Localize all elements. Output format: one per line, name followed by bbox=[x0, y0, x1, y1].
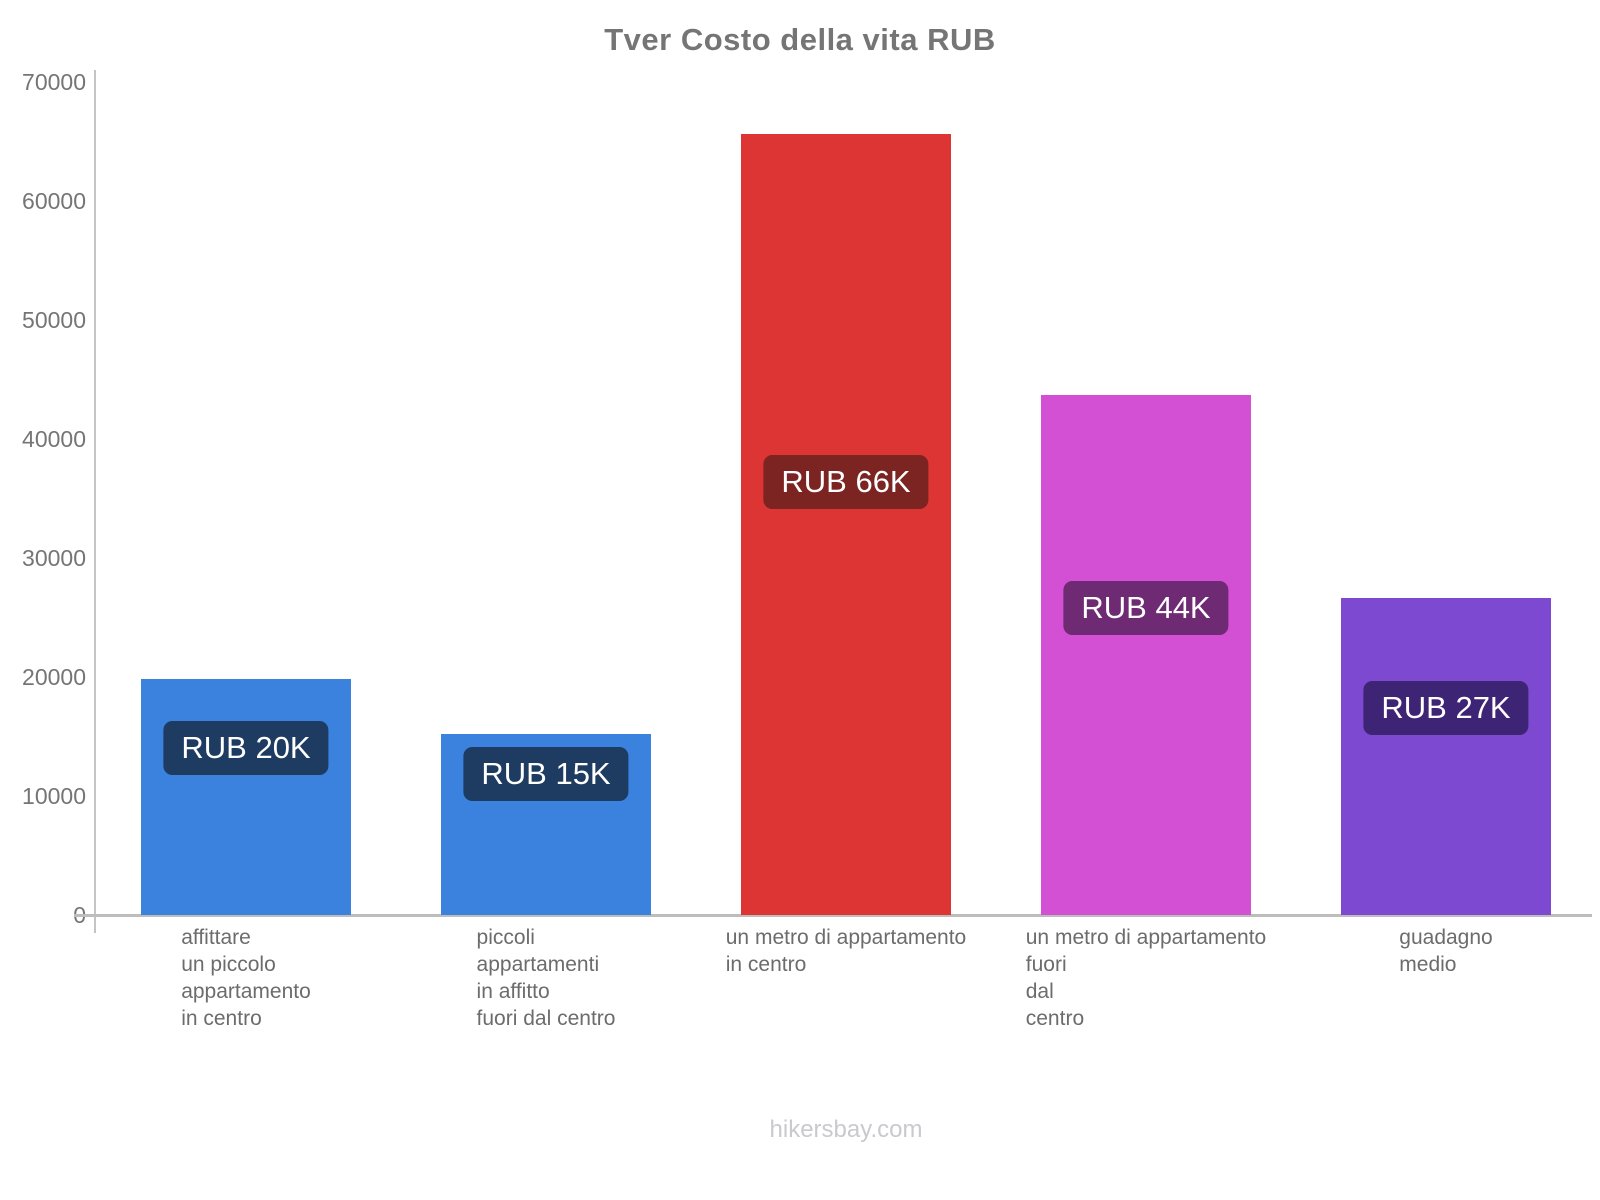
x-category-label-line: in centro bbox=[725, 953, 807, 976]
x-category-label-line: medio bbox=[1399, 953, 1457, 976]
watermark: hikersbay.com bbox=[769, 1116, 923, 1143]
x-category-label-line: dal bbox=[1025, 980, 1054, 1003]
x-category-label: un metro di appartamento fuori dal centro bbox=[1026, 924, 1266, 1032]
chart-title: Tver Costo della vita RUB bbox=[604, 22, 996, 57]
x-category-label-line: appartamento bbox=[181, 980, 311, 1003]
bar-value-badge: RUB 66K bbox=[763, 454, 929, 509]
bar: RUB 44K bbox=[1041, 394, 1251, 915]
x-category-label: affittare un piccolo appartamento in centro bbox=[181, 924, 311, 1032]
x-category-label-line: un metro di appartamento bbox=[725, 926, 967, 949]
bar: RUB 27K bbox=[1341, 598, 1551, 915]
x-category-label-line: in centro bbox=[181, 1007, 262, 1030]
x-axis-labels: affittare un piccolo appartamento in centro… bbox=[96, 924, 1596, 1054]
y-tick-label: 30000 bbox=[22, 545, 86, 571]
plot-area bbox=[74, 70, 1596, 933]
x-category-label-line: appartamenti bbox=[476, 953, 600, 976]
bar: RUB 66K bbox=[741, 134, 951, 915]
x-category-label-line: un metro di appartamento bbox=[1025, 926, 1267, 949]
y-tick-label: 10000 bbox=[22, 783, 86, 809]
x-category-label-line: piccoli bbox=[476, 926, 535, 949]
bar-value-badge: RUB 44K bbox=[1063, 581, 1229, 636]
x-category-label: guadagno medio bbox=[1399, 924, 1492, 978]
bar-value-badge: RUB 27K bbox=[1363, 680, 1529, 735]
x-category-label: un metro di appartamento in centro bbox=[726, 924, 966, 978]
x-category-label-line: fuori bbox=[1025, 953, 1067, 976]
x-axis-line bbox=[74, 914, 1592, 917]
x-category-label: piccoli appartamenti in affitto fuori dal c… bbox=[477, 924, 616, 1032]
bar: RUB 20K bbox=[141, 679, 351, 915]
x-category-label-line: fuori dal centro bbox=[476, 1007, 616, 1030]
y-tick-label: 40000 bbox=[22, 426, 86, 452]
bar-value-badge: RUB 15K bbox=[463, 746, 629, 801]
y-tick-label: 50000 bbox=[22, 307, 86, 333]
bar-value-badge: RUB 20K bbox=[163, 720, 329, 775]
x-category-label-line: guadagno bbox=[1399, 926, 1493, 949]
y-tick-label: 20000 bbox=[22, 664, 86, 690]
y-tick-label: 70000 bbox=[22, 69, 86, 95]
x-category-label-line: un piccolo bbox=[181, 953, 276, 976]
y-tick-label: 60000 bbox=[22, 188, 86, 214]
x-category-label-line: in affitto bbox=[476, 980, 550, 1003]
x-category-label-line: centro bbox=[1025, 1007, 1085, 1030]
bar: RUB 15K bbox=[441, 734, 651, 915]
x-category-label-line: affittare bbox=[181, 926, 251, 949]
y-axis-line bbox=[94, 70, 96, 933]
